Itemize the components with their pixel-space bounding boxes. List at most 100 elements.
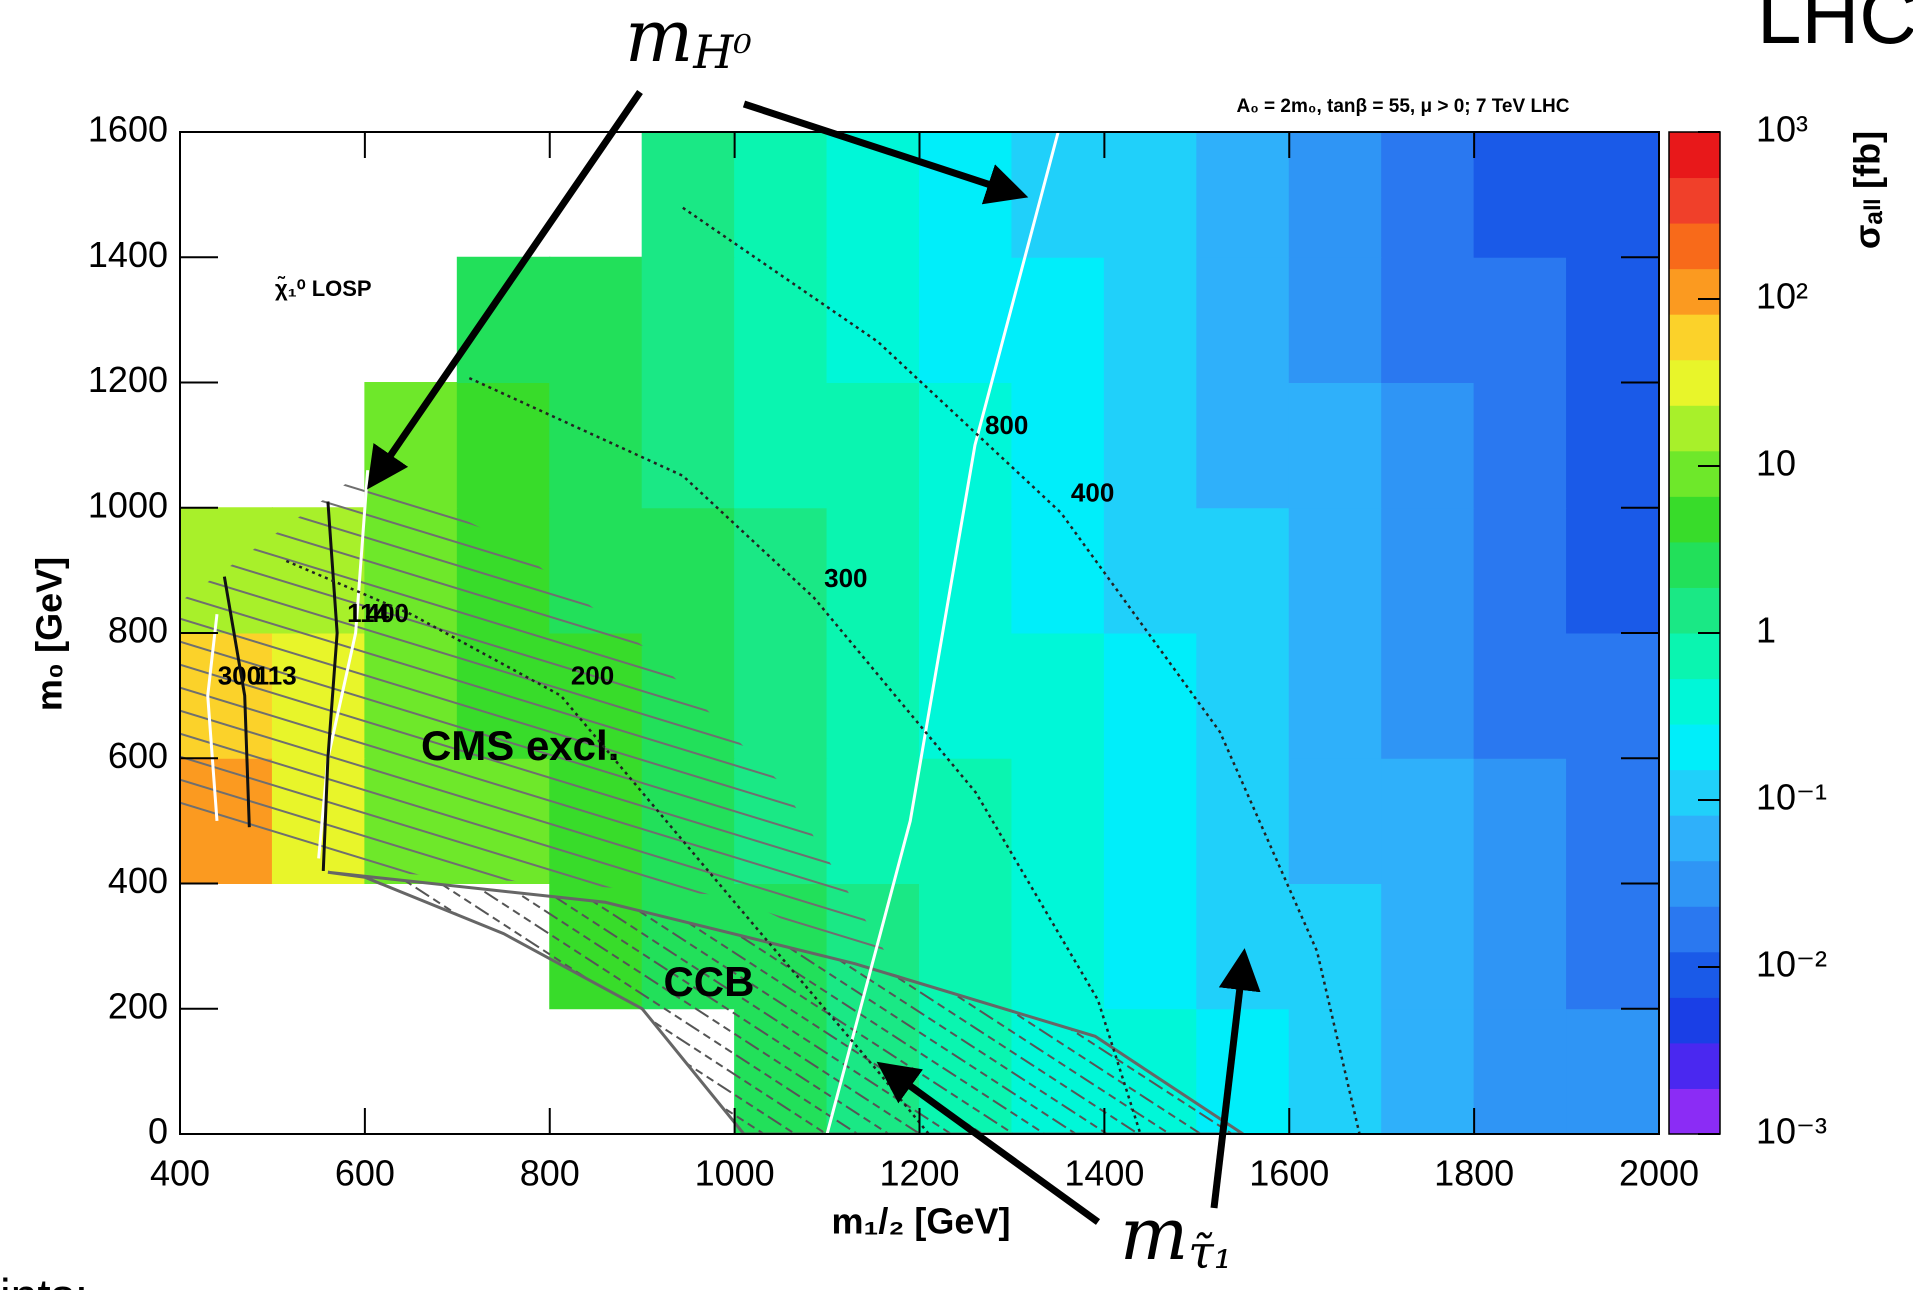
heatmap-cell [1381, 507, 1475, 634]
heatmap-cell [1566, 883, 1659, 1010]
y-tick-label: 1600 [88, 109, 168, 150]
colorbar-band [1669, 404, 1720, 452]
heatmap-cell [1566, 132, 1659, 258]
callout-text: m [625, 0, 693, 78]
callouts: mH⁰ mτ̃₁ [367, 0, 1261, 1279]
colorbar-tick-label: 10⁻¹ [1756, 777, 1827, 818]
heatmap-cell [919, 757, 1013, 884]
heatmap-cell [1473, 757, 1568, 884]
heatmap-cell [549, 256, 643, 383]
heatmap-cell [1288, 757, 1383, 884]
heatmap-cell [1196, 382, 1290, 509]
contour-line [682, 206, 1361, 1134]
contour-label: 200 [571, 661, 614, 691]
colorbar-tick-label: 1 [1756, 610, 1776, 651]
heatmap-cell [1011, 256, 1105, 383]
contour-label: 400 [366, 598, 409, 628]
colorbar-band [1669, 1042, 1720, 1089]
heatmap-cell [1011, 132, 1105, 258]
colorbar-band [1669, 359, 1720, 406]
colorbar-band [1669, 450, 1720, 497]
colorbar-band [1669, 541, 1720, 588]
heatmap-cell [1103, 507, 1198, 634]
heatmap-cell [1011, 382, 1105, 509]
heatmap-cell [919, 132, 1013, 258]
heatmap-cell [1196, 757, 1290, 884]
heatmap-cell [641, 132, 736, 258]
colorbar-band [1669, 495, 1720, 543]
heatmap-cell [1103, 382, 1198, 509]
x-tick-label: 2000 [1619, 1153, 1699, 1194]
heatmap-cell [1103, 757, 1198, 884]
heatmap-cell [456, 256, 551, 383]
heatmap-cell [919, 382, 1013, 509]
colorbar-tick-label: 10³ [1756, 109, 1808, 150]
contour-label: 114 [347, 598, 389, 628]
y-axis-title: m₀ [GeV] [29, 557, 70, 711]
callout-label: mτ̃₁ [1120, 1192, 1232, 1279]
x-tick-label: 400 [150, 1153, 210, 1194]
heatmap-cell [1288, 1008, 1383, 1134]
heatmap-cell [1381, 757, 1475, 884]
heatmap-cell [641, 382, 736, 509]
x-tick-label: 1400 [1064, 1153, 1144, 1194]
colorbar-band [1669, 177, 1720, 224]
page-text: LHC [1757, 0, 1913, 60]
arrow [367, 90, 643, 490]
colorbar-band [1669, 313, 1720, 361]
callout-sub: τ̃₁ [1188, 1225, 1232, 1279]
y-tick-label: 1000 [88, 484, 168, 525]
y-tick-label: 800 [108, 610, 168, 651]
region-label: CCB [663, 958, 754, 1005]
y-tick-label: 1400 [88, 234, 168, 275]
arrow [742, 100, 1029, 205]
y-tick-label: 200 [108, 985, 168, 1026]
x-tick-label: 800 [520, 1153, 580, 1194]
colorbar-band [1669, 860, 1720, 907]
heatmap-cell [1381, 883, 1475, 1010]
heatmap-cell [1473, 1008, 1568, 1134]
heatmap-cell [1011, 632, 1105, 759]
heatmap-cell [1473, 132, 1568, 258]
region-label: CMS excl. [421, 722, 619, 769]
heatmap-cell [641, 507, 736, 634]
colorbar-band [1669, 723, 1720, 771]
colorbar-band [1669, 131, 1720, 179]
contour-label: 800 [985, 410, 1028, 440]
axes: 400 600 800 1000 1200 1400 1600 1800 20000200400… [88, 109, 1827, 1194]
contour-line [825, 132, 1060, 1134]
contour-line [206, 614, 219, 821]
heatmap-cell [1288, 507, 1383, 634]
heatmap-cell [1473, 883, 1568, 1010]
heatmap-cell [826, 632, 920, 759]
contour-label: 400 [1071, 478, 1114, 508]
heatmap-cell [1196, 256, 1290, 383]
heatmap-cell [549, 382, 643, 509]
heatmap-cell [826, 382, 920, 509]
heatmap-cell [1196, 632, 1290, 759]
colorbar-band [1669, 1087, 1720, 1135]
heatmap-cell [1288, 632, 1383, 759]
heatmap-cell [1566, 757, 1659, 884]
heatmap-cell [919, 632, 1013, 759]
contour-line [321, 501, 339, 872]
heatmap-cell [1566, 1008, 1659, 1134]
heatmap-cell [919, 507, 1013, 634]
colorbar-tick-label: 10⁻³ [1756, 1111, 1827, 1152]
heatmap-cell [1381, 132, 1475, 258]
heatmap-cell [1011, 883, 1105, 1010]
x-tick-label: 1000 [695, 1153, 775, 1194]
y-tick-label: 0 [148, 1111, 168, 1152]
heatmap-cell [1381, 632, 1475, 759]
heatmap-cell [1381, 256, 1475, 383]
heatmap-cell [1473, 632, 1568, 759]
heatmap-cell [1103, 883, 1198, 1010]
heatmap-cell [1288, 382, 1383, 509]
heatmap-cell [1103, 132, 1198, 258]
heatmap-cell [1011, 507, 1105, 634]
excluded-region [180, 470, 902, 978]
heatmap-cell [1011, 757, 1105, 884]
colorbar-band [1669, 632, 1720, 680]
heatmap-cell [1381, 1008, 1475, 1134]
